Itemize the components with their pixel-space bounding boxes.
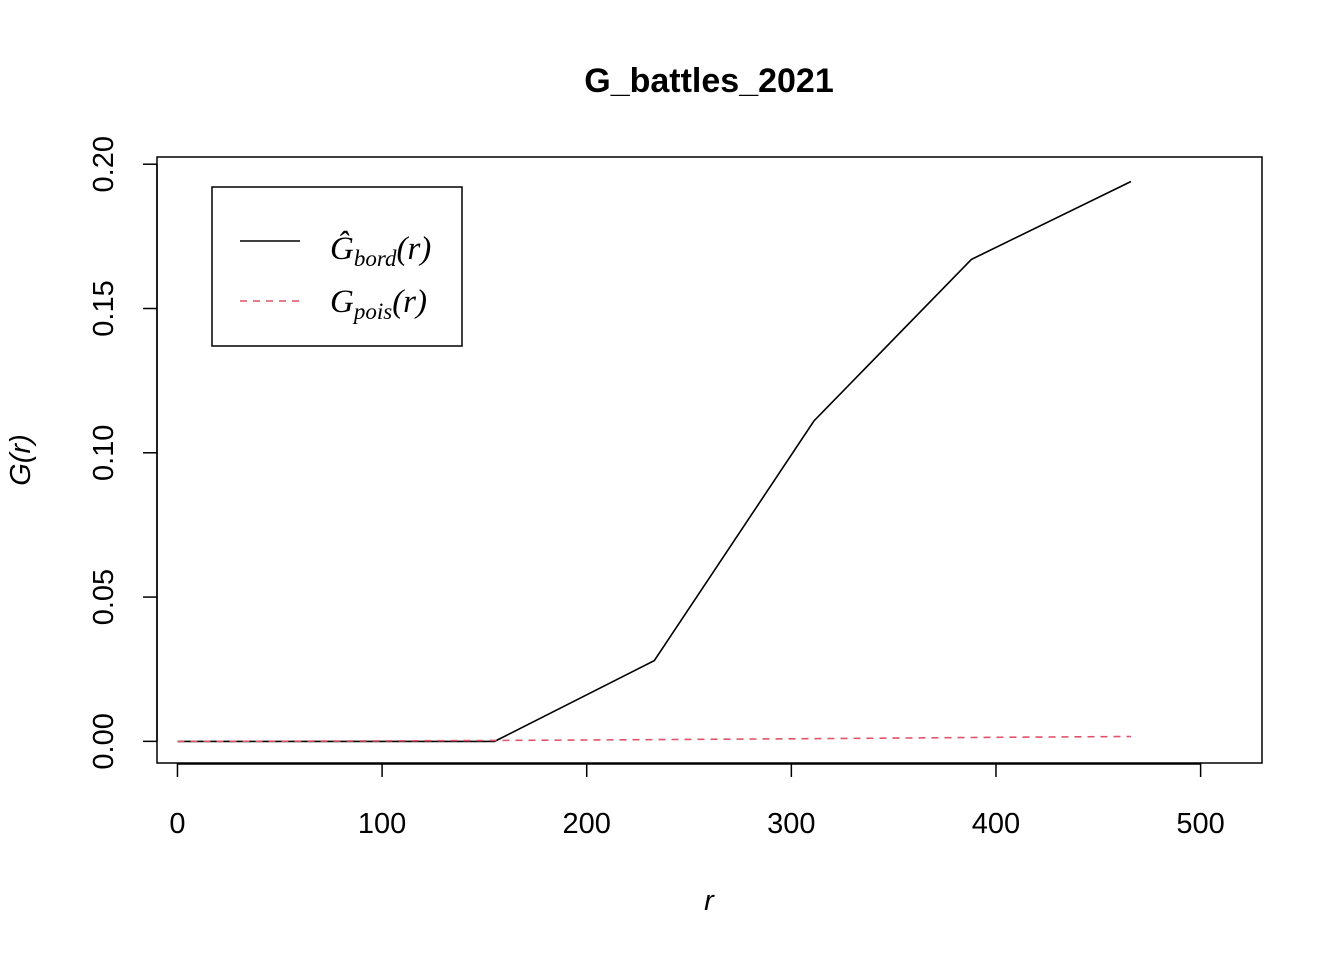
y-axis: 0.00 0.05 0.10 0.15 0.20 — [88, 136, 158, 770]
legend: Ĝbord(r) Gpois(r) — [211, 186, 463, 347]
legend-gpois-sub: pois — [352, 299, 392, 324]
legend-label-gpois: Gpois(r) — [330, 284, 427, 324]
x-tick-label: 500 — [1176, 808, 1224, 840]
legend-gpois-main: G — [330, 284, 354, 320]
y-tick-label: 0.00 — [88, 713, 120, 769]
series-line-gpois — [177, 735, 1132, 743]
y-tick-label: 0.15 — [88, 280, 120, 336]
x-tick-label: 400 — [972, 808, 1020, 840]
legend-gbord-arg: (r) — [396, 231, 431, 267]
legend-label-gbord: Ĝbord(r) — [330, 229, 431, 271]
series-layer — [177, 180, 1132, 743]
y-tick-label: 0.10 — [88, 425, 120, 481]
x-axis-label: r — [704, 885, 715, 917]
x-tick-label: 100 — [358, 808, 406, 840]
x-tick-label: 0 — [169, 808, 185, 840]
chart-title: G_battles_2021 — [584, 62, 834, 100]
x-tick-label: 200 — [563, 808, 611, 840]
y-tick-label: 0.05 — [88, 569, 120, 625]
x-axis: 0 100 200 300 400 500 — [169, 763, 1225, 840]
x-tick-label: 300 — [767, 808, 815, 840]
legend-gpois-arg: (r) — [392, 284, 427, 320]
y-axis-label: G(r) — [5, 434, 37, 486]
legend-box — [211, 186, 463, 347]
legend-gbord-sub: bord — [354, 246, 397, 271]
legend-gbord-main: Ĝ — [330, 229, 354, 267]
y-tick-label: 0.20 — [88, 136, 120, 192]
